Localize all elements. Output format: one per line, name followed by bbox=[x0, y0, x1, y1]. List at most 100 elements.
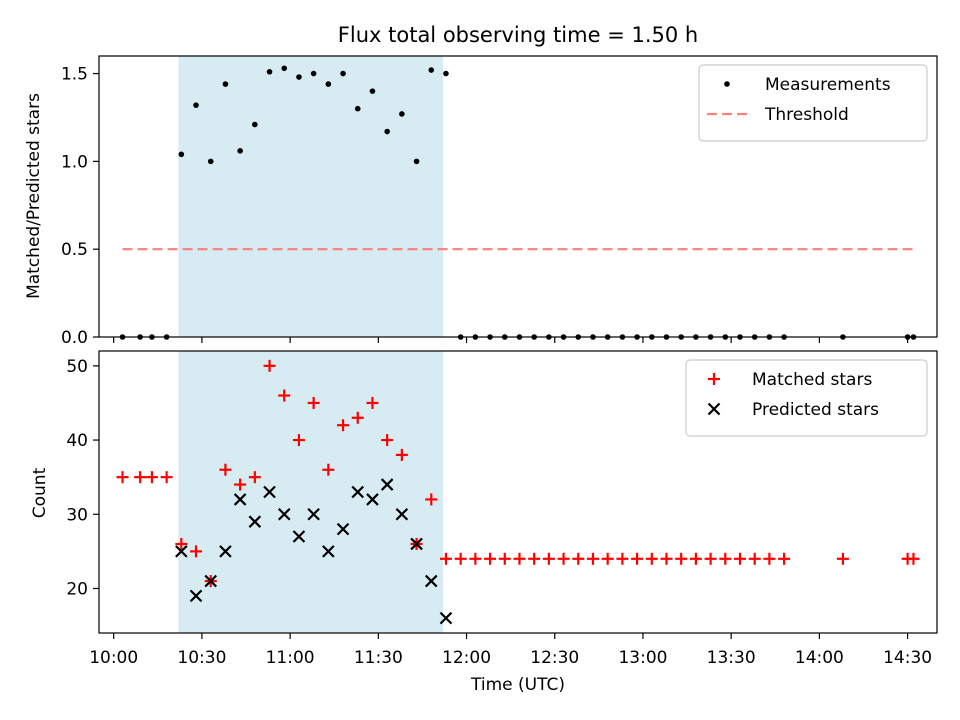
top-measurements-point bbox=[443, 70, 449, 77]
bottom-predicted-stars-point bbox=[219, 545, 232, 558]
bottom-matched-stars-point bbox=[381, 434, 394, 447]
top-y-tick-label: 1.0 bbox=[61, 152, 88, 172]
bottom-predicted-stars-point bbox=[380, 478, 394, 491]
bottom-predicted-stars-point-b bbox=[233, 493, 247, 506]
bottom-legend-label: Predicted stars bbox=[752, 400, 879, 420]
top-legend-label: Threshold bbox=[764, 105, 849, 125]
bottom-predicted-stars-point-b bbox=[351, 485, 365, 499]
bottom-predicted-stars-point-b bbox=[277, 507, 291, 521]
bottom-matched-stars-point bbox=[836, 552, 849, 565]
bottom-predicted-stars-point bbox=[322, 545, 335, 558]
bottom-predicted-stars-point-b bbox=[322, 545, 335, 558]
top-measurements-point bbox=[281, 65, 288, 72]
bottom-matched-stars-point bbox=[439, 552, 452, 565]
top-measurements-point bbox=[310, 70, 317, 77]
bottom-predicted-stars-point-b bbox=[439, 611, 453, 625]
bottom-predicted-stars-point bbox=[439, 611, 453, 625]
top-measurements-point bbox=[193, 102, 199, 108]
bottom-legend-label: Matched stars bbox=[752, 370, 872, 390]
bottom-matched-stars-point bbox=[395, 448, 408, 461]
top-measurements-point bbox=[252, 121, 258, 128]
bottom-predicted-stars-point bbox=[307, 507, 320, 521]
bottom-predicted-stars-point bbox=[204, 574, 218, 588]
x-tick-label: 13:30 bbox=[707, 648, 756, 668]
x-tick-label: 11:30 bbox=[354, 648, 403, 668]
bottom-matched-stars-point bbox=[557, 552, 570, 565]
bottom-matched-stars-point bbox=[631, 552, 644, 565]
bottom-matched-stars-point bbox=[645, 552, 658, 565]
bottom-matched-stars-point bbox=[469, 552, 482, 565]
x-tick-label: 12:00 bbox=[442, 648, 491, 668]
bottom-matched-stars-point bbox=[763, 552, 776, 565]
bottom-observing-window bbox=[178, 351, 444, 633]
bottom-predicted-stars-point-b bbox=[204, 574, 218, 588]
bottom-y-tick-label: 50 bbox=[66, 357, 88, 377]
top-observing-window bbox=[178, 56, 444, 337]
x-tick-label: 14:00 bbox=[795, 648, 844, 668]
bottom-predicted-stars-point-b bbox=[424, 574, 438, 588]
bottom-matched-stars-point bbox=[322, 463, 335, 476]
top-y-tick-label: 1.5 bbox=[61, 65, 88, 85]
x-tick-label: 13:00 bbox=[618, 648, 667, 668]
bottom-matched-stars-point bbox=[454, 552, 467, 565]
bottom-matched-stars-point bbox=[190, 545, 203, 558]
top-legend-box bbox=[698, 64, 928, 142]
bottom-matched-stars-point bbox=[337, 419, 350, 432]
top-legend: Measurements Threshold bbox=[698, 64, 928, 142]
bottom-predicted-stars-point bbox=[233, 493, 247, 506]
top-legend-marker bbox=[724, 81, 730, 87]
top-measurements-point bbox=[354, 105, 361, 112]
top-measurements-point bbox=[413, 158, 420, 165]
bottom-predicted-stars-point-b bbox=[248, 515, 262, 528]
top-measurements-point bbox=[340, 70, 346, 77]
bottom-matched-stars-point bbox=[733, 552, 746, 565]
bottom-matched-stars-point bbox=[134, 471, 147, 484]
bottom-predicted-stars-point-b bbox=[366, 493, 379, 506]
bottom-y-tick-label: 40 bbox=[66, 431, 88, 451]
bottom-matched-stars-point bbox=[778, 552, 791, 565]
bottom-matched-stars-point bbox=[748, 552, 761, 565]
top-legend-label: Measurements bbox=[765, 75, 891, 95]
bottom-matched-stars-point bbox=[675, 552, 688, 565]
bottom-predicted-stars-point-b bbox=[263, 485, 276, 499]
x-tick-label: 14:30 bbox=[883, 648, 932, 668]
bottom-matched-stars-point bbox=[542, 552, 555, 565]
bottom-predicted-stars-point-b bbox=[395, 507, 409, 521]
bottom-predicted-stars-point bbox=[189, 589, 203, 603]
top-y-tick-label: 0.0 bbox=[61, 328, 88, 348]
bottom-legend-marker bbox=[707, 402, 721, 416]
bottom-matched-stars-point bbox=[513, 552, 526, 565]
top-measurements-point bbox=[384, 128, 390, 135]
top-y-axis-label: Matched/Predicted stars bbox=[24, 93, 44, 299]
bottom-predicted-stars-point bbox=[292, 530, 306, 543]
bottom-matched-stars-point bbox=[719, 552, 732, 565]
x-tick-label: 10:30 bbox=[177, 648, 226, 668]
bottom-predicted-stars-point-b bbox=[307, 507, 320, 521]
bottom-matched-stars-point bbox=[704, 552, 717, 565]
bottom-matched-stars-point bbox=[351, 411, 364, 424]
bottom-matched-stars-point bbox=[219, 463, 232, 476]
bottom-matched-stars-point bbox=[234, 478, 247, 491]
top-measurements-point bbox=[237, 148, 243, 154]
bottom-matched-stars-point bbox=[601, 552, 614, 565]
x-tick-label: 10:00 bbox=[89, 648, 138, 668]
x-axis-label: Time (UTC) bbox=[470, 675, 565, 695]
bottom-matched-stars-point bbox=[366, 396, 379, 409]
bottom-matched-stars-point bbox=[278, 389, 291, 402]
bottom-matched-stars-point bbox=[160, 471, 173, 484]
bottom-predicted-stars-point-b bbox=[189, 589, 203, 603]
bottom-matched-stars-point bbox=[689, 552, 702, 565]
top-measurements-point bbox=[296, 74, 302, 80]
bottom-predicted-stars-point-b bbox=[410, 537, 423, 551]
bottom-y-axis-label: Count bbox=[30, 467, 50, 518]
bottom-predicted-stars-point bbox=[263, 485, 276, 499]
top-y-tick-label: 0.5 bbox=[61, 240, 88, 260]
bottom-matched-stars-point bbox=[572, 552, 585, 565]
bottom-predicted-stars-point-b bbox=[175, 545, 188, 558]
top-measurements-point bbox=[399, 111, 405, 117]
bottom-predicted-stars-point-b bbox=[219, 545, 232, 558]
bottom-axes-frame bbox=[98, 350, 938, 634]
top-measurements-point bbox=[369, 88, 376, 94]
bottom-matched-stars-point bbox=[248, 471, 261, 484]
